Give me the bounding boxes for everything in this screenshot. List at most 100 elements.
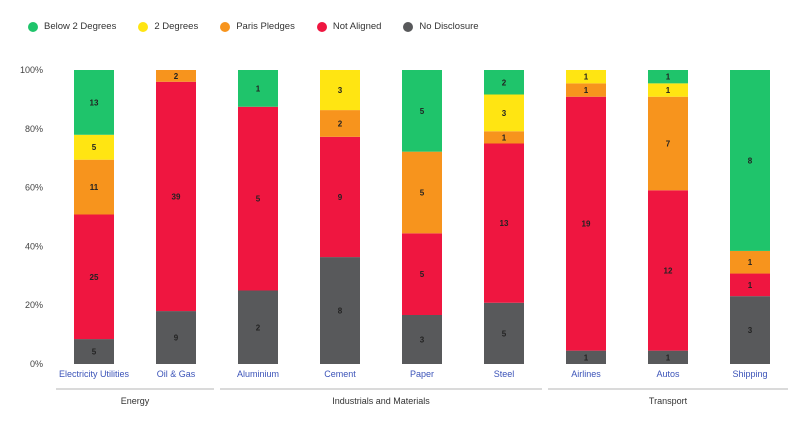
bar-autos-below-2-degrees: [648, 70, 688, 84]
bar-cement-2-degrees: [320, 70, 360, 111]
legend-label-not-aligned: Not Aligned: [332, 21, 382, 32]
data-label-electricity-utilities-2-degrees: 5: [92, 143, 97, 152]
bar-paper-paris-pledges: [402, 151, 442, 234]
bar-autos-not-aligned: [648, 190, 688, 351]
data-label-autos-paris-pledges: 7: [666, 140, 671, 149]
legend-swatch-2-degrees: [138, 21, 149, 32]
legend-item-below-2-degrees: Below 2 Degrees: [28, 21, 116, 32]
legend: Below 2 Degrees 2 Degrees Paris Pledges Not…: [28, 21, 479, 32]
data-label-shipping-no-disclosure: 3: [748, 326, 753, 335]
x-tick-label-oil-and-gas: Oil & Gas: [157, 369, 196, 379]
data-label-autos-no-disclosure: 1: [666, 353, 671, 362]
bar-paper-not-aligned: [402, 233, 442, 315]
data-label-steel-not-aligned: 13: [500, 219, 509, 228]
bar-aluminium-below-2-degrees: [238, 70, 278, 107]
y-tick-label: 40%: [25, 241, 43, 251]
group-label-industrials-and-materials: Industrials and Materials: [332, 396, 430, 406]
bar-electricity-utilities-2-degrees: [74, 134, 114, 160]
bar-cement-paris-pledges: [320, 110, 360, 137]
x-tick-label-autos: Autos: [656, 369, 680, 379]
bar-paper-below-2-degrees: [402, 70, 442, 152]
bar-steel-2-degrees: [484, 94, 524, 132]
x-tick-label-cement: Cement: [324, 369, 356, 379]
bar-electricity-utilities-not-aligned: [74, 214, 114, 340]
data-label-airlines-not-aligned: 19: [582, 220, 591, 229]
data-label-autos-2-degrees: 1: [666, 86, 671, 95]
bar-airlines-2-degrees: [566, 70, 606, 84]
x-tick-label-paper: Paper: [410, 369, 434, 379]
data-label-cement-not-aligned: 9: [338, 193, 343, 202]
bar-steel-not-aligned: [484, 143, 524, 303]
legend-label-no-disclosure: No Disclosure: [419, 21, 479, 32]
bar-electricity-utilities-paris-pledges: [74, 159, 114, 215]
bar-autos-no-disclosure: [648, 350, 688, 364]
data-label-paper-not-aligned: 5: [420, 270, 425, 279]
data-label-airlines-paris-pledges: 1: [584, 86, 589, 95]
x-tick-label-shipping: Shipping: [732, 369, 767, 379]
bar-oil-and-gas-paris-pledges: [156, 70, 196, 82]
data-label-cement-2-degrees: 3: [338, 86, 343, 95]
data-label-airlines-2-degrees: 1: [584, 73, 589, 82]
data-label-oil-and-gas-no-disclosure: 9: [174, 334, 179, 343]
legend-swatch-below-2-degrees: [28, 21, 38, 32]
legend-label-2-degrees: 2 Degrees: [154, 21, 199, 32]
data-label-shipping-below-2-degrees: 8: [748, 156, 753, 165]
legend-item-no-disclosure: No Disclosure: [403, 21, 479, 32]
data-label-autos-not-aligned: 12: [664, 266, 673, 275]
data-label-oil-and-gas-paris-pledges: 2: [174, 72, 179, 81]
bar-cement-not-aligned: [320, 136, 360, 258]
bar-shipping-below-2-degrees: [730, 70, 770, 251]
data-label-electricity-utilities-not-aligned: 25: [90, 273, 99, 282]
bar-steel-no-disclosure: [484, 302, 524, 364]
x-tick-label-airlines: Airlines: [571, 369, 601, 379]
y-tick-label: 80%: [25, 124, 43, 134]
bar-oil-and-gas-no-disclosure: [156, 311, 196, 364]
bar-airlines-paris-pledges: [566, 83, 606, 97]
data-label-steel-no-disclosure: 5: [502, 329, 507, 338]
bar-aluminium-no-disclosure: [238, 290, 278, 364]
y-tick-label: 0%: [30, 359, 43, 369]
bar-autos-paris-pledges: [648, 96, 688, 191]
legend-item-2-degrees: 2 Degrees: [138, 21, 198, 32]
legend-swatch-not-aligned: [316, 21, 327, 32]
data-label-steel-2-degrees: 3: [502, 109, 507, 118]
bar-paper-no-disclosure: [402, 315, 442, 364]
data-label-paper-below-2-degrees: 5: [420, 107, 425, 116]
x-tick-label-aluminium: Aluminium: [237, 369, 279, 379]
bar-airlines-no-disclosure: [566, 350, 606, 364]
data-label-electricity-utilities-paris-pledges: 11: [90, 183, 99, 192]
group-label-energy: Energy: [121, 396, 150, 406]
legend-item-not-aligned: Not Aligned: [316, 21, 382, 32]
bar-oil-and-gas-not-aligned: [156, 81, 196, 312]
data-label-cement-paris-pledges: 2: [338, 119, 343, 128]
legend-item-paris-pledges: Paris Pledges: [220, 21, 295, 32]
bar-aluminium-not-aligned: [238, 106, 278, 291]
x-tick-label-steel: Steel: [494, 369, 515, 379]
data-label-autos-below-2-degrees: 1: [666, 73, 671, 82]
bar-steel-below-2-degrees: [484, 70, 524, 95]
data-label-shipping-paris-pledges: 1: [748, 258, 753, 267]
legend-label-paris-pledges: Paris Pledges: [236, 21, 295, 32]
data-label-aluminium-below-2-degrees: 1: [256, 84, 261, 93]
bar-shipping-no-disclosure: [730, 296, 770, 364]
data-label-cement-no-disclosure: 8: [338, 307, 343, 316]
legend-swatch-no-disclosure: [403, 21, 414, 32]
bar-electricity-utilities-below-2-degrees: [74, 70, 114, 135]
data-label-shipping-not-aligned: 1: [748, 281, 753, 290]
bar-cement-no-disclosure: [320, 257, 360, 364]
data-label-aluminium-no-disclosure: 2: [256, 323, 261, 332]
data-label-electricity-utilities-below-2-degrees: 13: [90, 98, 99, 107]
bar-steel-paris-pledges: [484, 131, 524, 144]
data-label-steel-paris-pledges: 1: [502, 133, 507, 142]
y-tick-label: 100%: [20, 65, 43, 75]
data-label-aluminium-not-aligned: 5: [256, 195, 261, 204]
y-tick-label: 20%: [25, 300, 43, 310]
bar-shipping-not-aligned: [730, 273, 770, 297]
data-label-oil-and-gas-not-aligned: 39: [172, 192, 181, 201]
data-label-airlines-no-disclosure: 1: [584, 353, 589, 362]
data-label-steel-below-2-degrees: 2: [502, 78, 507, 87]
data-label-paper-no-disclosure: 3: [420, 336, 425, 345]
bar-shipping-paris-pledges: [730, 250, 770, 274]
